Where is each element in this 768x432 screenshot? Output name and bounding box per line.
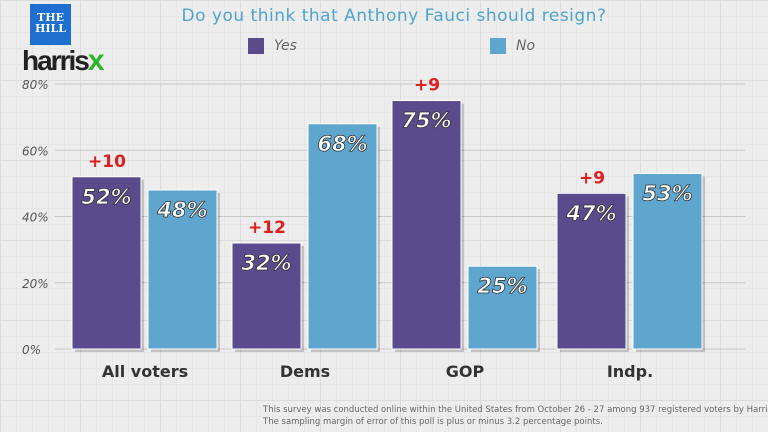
bar-no — [467, 265, 538, 350]
chart-title: Do you think that Anthony Fauci should r… — [181, 6, 607, 26]
data-label: 47% — [565, 201, 616, 225]
legend-yes-label: Yes — [274, 38, 297, 54]
harrisx-logo: harrisx — [22, 44, 104, 77]
legend-no-swatch — [490, 38, 506, 54]
the-hill-logo: THE HILL — [30, 4, 71, 45]
bar-no — [632, 172, 703, 350]
bar-yes — [231, 242, 302, 350]
footnote-line-2: The sampling margin of error of this pol… — [263, 417, 603, 427]
bar-yes — [556, 192, 627, 350]
legend-yes: Yes — [248, 38, 297, 54]
data-label: 68% — [317, 132, 367, 156]
x-category-label: Dems — [280, 362, 330, 381]
y-tick-label: 0% — [22, 343, 41, 357]
y-tick-label: 60% — [22, 144, 49, 158]
bar-no — [147, 189, 218, 350]
margin-label: +12 — [248, 218, 286, 238]
data-label: 75% — [401, 109, 451, 133]
data-label: 52% — [81, 185, 131, 209]
margin-label: +9 — [579, 168, 605, 188]
x-category-label: All voters — [102, 362, 188, 381]
data-label: 32% — [241, 251, 291, 275]
data-label: 25% — [477, 274, 527, 298]
margin-label: +9 — [414, 76, 440, 96]
data-label: 48% — [156, 198, 207, 222]
footnote: This survey was conducted online within … — [263, 404, 768, 428]
legend-no: No — [490, 38, 535, 54]
footnote-line-1: This survey was conducted online within … — [263, 405, 768, 415]
y-tick-label: 40% — [22, 211, 49, 225]
bar-yes — [71, 176, 142, 350]
y-tick-label: 80% — [22, 78, 49, 92]
legend-no-label: No — [516, 38, 536, 54]
x-category-label: GOP — [446, 362, 485, 381]
bar-no — [307, 123, 378, 350]
data-label: 53% — [642, 181, 692, 205]
legend-yes-swatch — [248, 38, 264, 54]
x-category-label: Indp. — [607, 362, 653, 381]
bar-yes — [391, 100, 462, 350]
y-tick-label: 20% — [22, 277, 49, 291]
margin-label: +10 — [88, 152, 126, 172]
